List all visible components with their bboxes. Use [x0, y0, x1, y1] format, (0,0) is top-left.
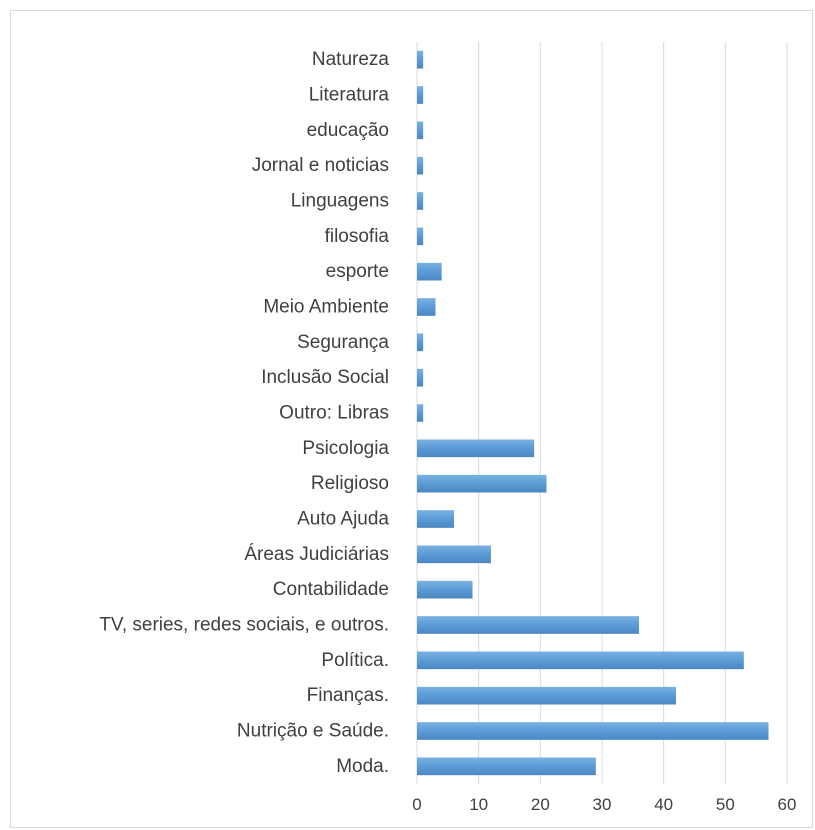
x-tick-label: 40	[654, 795, 673, 814]
bar-10	[417, 404, 424, 422]
category-label: Finanças.	[307, 685, 389, 706]
category-label: Nutrição e Saúde.	[237, 721, 389, 742]
x-tick-label: 50	[716, 795, 735, 814]
category-label: filosofia	[325, 226, 390, 247]
bar-14	[417, 262, 442, 281]
bar-17	[417, 156, 424, 175]
bar-3	[417, 651, 744, 670]
bar-19	[417, 86, 424, 104]
bar-13	[417, 298, 436, 316]
chart-frame	[10, 10, 813, 828]
category-label: Política.	[321, 650, 389, 671]
bar-20	[417, 50, 424, 69]
category-label: Religioso	[311, 473, 389, 494]
bar-6	[417, 545, 491, 564]
category-label: Psicologia	[302, 438, 389, 459]
x-tick-label: 30	[593, 795, 612, 814]
bar-16	[417, 192, 424, 210]
bar-15	[417, 227, 424, 246]
x-tick-labels: 0 10 20 30 40 50 60	[412, 795, 796, 814]
category-label: educação	[307, 120, 389, 141]
category-label: TV, series, redes sociais, e outros.	[99, 615, 389, 636]
bar-18	[417, 121, 424, 140]
bar-0	[417, 757, 596, 776]
bar-7	[417, 510, 454, 528]
bar-2	[417, 686, 676, 705]
bar-12	[417, 333, 424, 352]
category-label: Outro: Libras	[279, 403, 389, 424]
bar-11	[417, 368, 424, 387]
category-label: Jornal e noticias	[252, 155, 389, 176]
category-label: Segurança	[297, 332, 389, 353]
x-tick-label: 0	[412, 795, 421, 814]
x-tick-label: 60	[778, 795, 797, 814]
bars	[417, 50, 769, 776]
gridlines	[416, 42, 788, 784]
category-label: Natureza	[312, 49, 390, 70]
bar-1	[417, 722, 769, 740]
category-label: esporte	[326, 261, 389, 282]
category-labels: Moda. Nutrição e Saúde. Finanças. Política.…	[99, 49, 389, 777]
bar-5	[417, 580, 473, 599]
bar-9	[417, 439, 535, 458]
category-label: Contabilidade	[273, 579, 389, 600]
category-label: Linguagens	[291, 191, 389, 212]
category-label: Meio Ambiente	[263, 297, 389, 318]
x-tick-label: 20	[531, 795, 550, 814]
bar-8	[417, 474, 547, 493]
category-label: Auto Ajuda	[297, 509, 389, 530]
category-label: Áreas Judiciárias	[244, 544, 389, 565]
category-label: Moda.	[336, 756, 389, 777]
category-label: Literatura	[309, 85, 390, 106]
category-label: Inclusão Social	[261, 367, 389, 388]
x-tick-label: 10	[469, 795, 488, 814]
bar-4	[417, 616, 639, 634]
